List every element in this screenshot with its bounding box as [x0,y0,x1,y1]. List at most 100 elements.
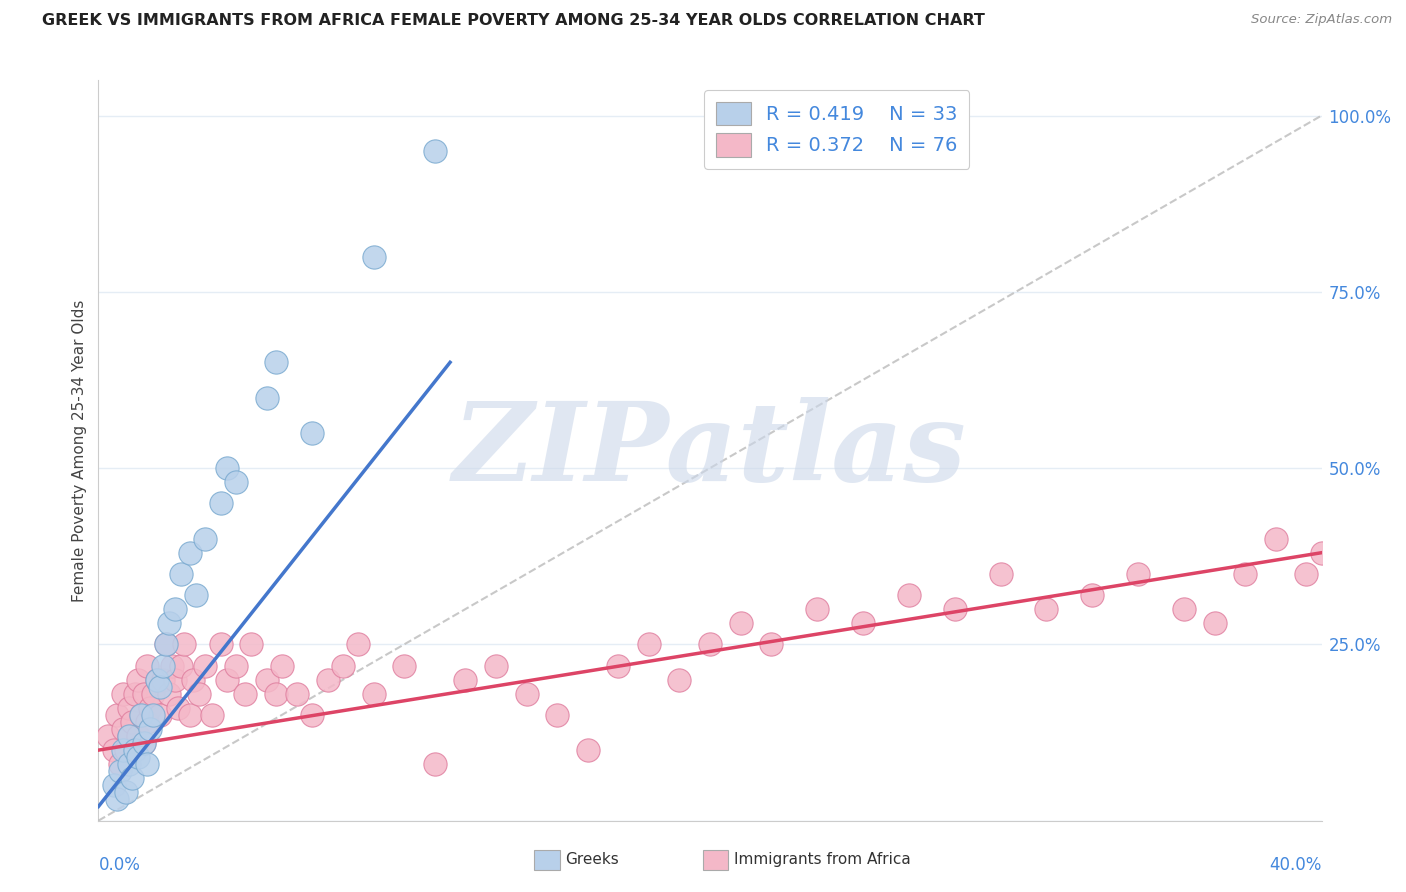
Point [1264,532,1286,546]
Point [142,687,165,701]
Point [943,602,966,616]
Point [194,532,217,546]
Point [149,680,172,694]
Point [699,637,721,651]
Point [454,673,477,687]
Point [668,673,690,687]
Point [270,658,292,673]
Point [157,616,180,631]
Point [316,673,339,687]
Point [163,602,186,616]
Point [97,729,120,743]
Point [194,658,217,673]
Point [136,658,159,673]
Point [301,707,323,722]
Point [179,707,201,722]
Text: Source: ZipAtlas.com: Source: ZipAtlas.com [1251,13,1392,27]
Point [363,687,385,701]
Point [163,673,186,687]
Text: 40.0%: 40.0% [1270,855,1322,873]
Point [118,701,141,715]
Point [173,637,195,651]
Point [129,707,152,722]
Point [264,687,287,701]
Point [256,673,278,687]
Point [759,637,782,651]
Point [285,687,308,701]
Point [134,736,156,750]
Text: Greeks: Greeks [565,853,619,867]
Point [105,707,128,722]
Text: GREEK VS IMMIGRANTS FROM AFRICA FEMALE POVERTY AMONG 25-34 YEAR OLDS CORRELATION: GREEK VS IMMIGRANTS FROM AFRICA FEMALE P… [42,13,986,29]
Point [139,701,162,715]
Point [200,707,222,722]
Point [806,602,828,616]
Point [103,743,125,757]
Point [111,743,134,757]
Point [108,757,131,772]
Point [124,687,146,701]
Point [607,658,630,673]
Point [186,588,208,602]
Point [209,496,232,510]
Point [209,637,232,651]
Point [152,658,174,673]
Point [136,714,159,729]
Point [142,707,165,722]
Point [127,673,149,687]
Point [225,658,247,673]
Point [121,772,143,786]
Point [129,707,152,722]
Legend: R = 0.419    N = 33, R = 0.372    N = 76: R = 0.419 N = 33, R = 0.372 N = 76 [704,90,969,169]
Point [1128,566,1150,581]
Point [1295,566,1317,581]
Point [1081,588,1104,602]
Point [546,707,568,722]
Point [181,673,204,687]
Point [256,391,278,405]
Point [134,687,156,701]
Point [485,658,508,673]
Point [145,673,167,687]
Point [167,701,190,715]
Point [170,566,193,581]
Point [118,729,141,743]
Point [264,355,287,369]
Point [134,736,156,750]
Point [188,687,211,701]
Point [121,714,143,729]
Point [127,729,149,743]
Point [225,475,247,490]
Point [108,764,131,779]
Point [111,722,134,736]
Point [332,658,354,673]
Point [1035,602,1057,616]
Point [215,673,238,687]
Y-axis label: Female Poverty Among 25-34 Year Olds: Female Poverty Among 25-34 Year Olds [72,300,87,601]
Point [1310,546,1333,560]
Point [155,637,177,651]
Point [423,144,446,158]
Point [637,637,661,651]
Point [1173,602,1195,616]
Point [155,637,177,651]
Text: 0.0%: 0.0% [98,855,141,873]
Point [240,637,263,651]
Point [730,616,752,631]
Point [392,658,416,673]
Point [115,785,138,799]
Point [1204,616,1226,631]
Point [990,566,1012,581]
Point [145,673,167,687]
Point [118,757,141,772]
Point [852,616,875,631]
Point [179,546,201,560]
Point [1234,566,1257,581]
Point [139,722,162,736]
Point [136,757,159,772]
Point [516,687,538,701]
Point [233,687,256,701]
Point [149,707,172,722]
Point [118,729,141,743]
Point [103,778,125,792]
